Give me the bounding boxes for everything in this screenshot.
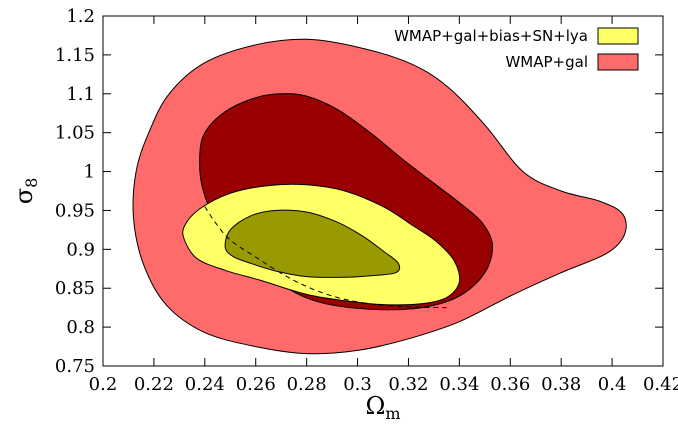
y-tick-label: 1.1	[66, 84, 95, 105]
y-tick-label: 1.2	[66, 6, 95, 27]
x-tick-label: 0.34	[439, 374, 479, 395]
contour-combined-inner	[224, 209, 401, 278]
x-tick-label: 0.26	[236, 374, 276, 395]
x-tick-label: 0.3	[343, 374, 372, 395]
y-tick-label: 0.8	[66, 317, 95, 338]
x-tick-label: 0.2	[89, 374, 118, 395]
x-tick-label: 0.22	[134, 374, 174, 395]
y-axis-label: σ8	[10, 178, 41, 205]
y-tick-label: 1	[84, 162, 95, 183]
legend-label-combined: WMAP+gal+bias+SN+lya	[394, 27, 588, 45]
y-tick-label: 0.75	[55, 356, 95, 377]
plot-frame	[102, 15, 664, 367]
legend-swatch-combined	[597, 27, 639, 45]
y-tick-label: 1.05	[55, 123, 95, 144]
legend-label-wmap-gal: WMAP+gal	[505, 53, 588, 71]
x-tick-label: 0.42	[643, 374, 678, 395]
x-tick-label: 0.28	[287, 374, 327, 395]
x-tick-label: 0.24	[185, 374, 225, 395]
x-tick-label: 0.36	[490, 374, 530, 395]
y-tick-label: 0.95	[55, 200, 95, 221]
axis-ticks: 0.2 0.22 0.24 0.26 0.28 0.3 0.32 0.34 0.36 0.38 0.…	[55, 6, 678, 395]
x-tick-label: 0.38	[541, 374, 581, 395]
y-tick-label: 1.15	[55, 45, 95, 66]
x-tick-label: 0.32	[388, 374, 428, 395]
legend: WMAP+gal+bias+SN+lya WMAP+gal	[394, 27, 639, 71]
y-tick-label: 0.9	[66, 239, 95, 260]
dashed-contour-line	[204, 206, 447, 309]
legend-swatch-wmap-gal	[597, 53, 639, 71]
x-tick-label: 0.4	[598, 374, 627, 395]
plot-area	[132, 38, 627, 355]
y-tick-label: 0.85	[55, 278, 95, 299]
x-axis-label: Ωm	[365, 392, 400, 423]
